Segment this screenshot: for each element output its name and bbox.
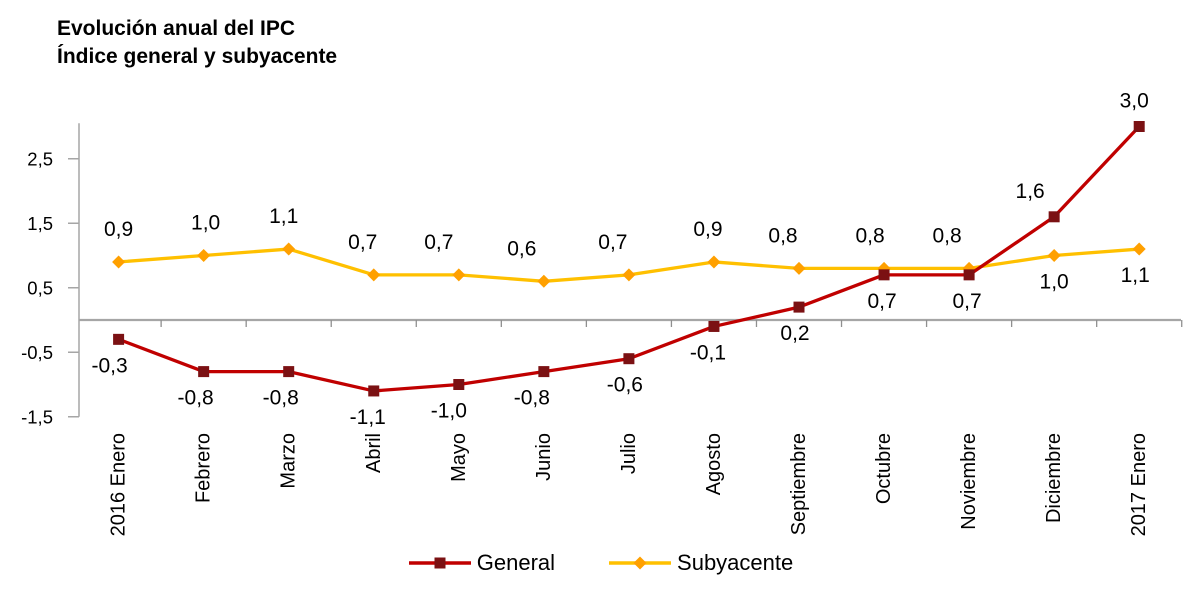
x-axis-label: Abril xyxy=(363,433,385,473)
general-series-icon xyxy=(408,557,471,569)
chart-subtitle: Índice general y subyacente xyxy=(57,45,338,68)
subyacente-data-label: 1,0 xyxy=(1040,271,1069,294)
chart-legend: General Subyacente xyxy=(0,550,1200,576)
subyacente-marker xyxy=(1047,249,1061,262)
subyacente-data-label: 0,9 xyxy=(693,218,722,241)
legend-label-general: General xyxy=(476,550,556,575)
subyacente-marker xyxy=(622,268,636,282)
subyacente-marker xyxy=(112,255,126,269)
general-marker xyxy=(1133,121,1145,132)
general-data-label: -0,8 xyxy=(263,387,299,410)
x-axis-label: Junio xyxy=(533,433,555,481)
general-line xyxy=(118,125,1141,393)
general-data-label: 0,7 xyxy=(867,290,896,313)
general-marker xyxy=(113,333,125,345)
general-marker xyxy=(368,385,380,397)
subyacente-marker xyxy=(537,274,551,288)
general-data-label: -0,8 xyxy=(178,387,214,410)
general-marker xyxy=(198,366,210,378)
subyacente-data-label: 1,0 xyxy=(191,212,220,235)
general-data-label: -0,6 xyxy=(607,374,643,397)
general-marker xyxy=(793,301,805,313)
subyacente-data-label: 1,1 xyxy=(269,205,298,228)
subyacente-marker xyxy=(367,268,381,282)
x-axis-label: Julio xyxy=(618,433,640,474)
chart-title: Evolución anual del IPC xyxy=(57,17,296,40)
subyacente-marker xyxy=(282,242,296,256)
subyacente-data-label: 0,6 xyxy=(507,237,536,260)
general-data-label: -1,0 xyxy=(431,400,467,423)
general-marker xyxy=(538,366,550,378)
x-axis-label: Octubre xyxy=(873,433,895,504)
subyacente-data-label: 0,7 xyxy=(424,231,453,254)
general-data-label: -1,1 xyxy=(350,406,386,429)
general-marker xyxy=(453,379,465,390)
general-marker xyxy=(708,320,720,332)
subyacente-marker xyxy=(707,255,721,269)
subyacente-marker xyxy=(1132,242,1146,256)
y-axis-tick-label: 2,5 xyxy=(27,148,53,169)
subyacente-data-label: 0,9 xyxy=(104,218,133,241)
general-marker xyxy=(1048,211,1060,223)
subyacente-data-label: 0,8 xyxy=(855,224,884,247)
subyacente-data-label: 0,8 xyxy=(768,224,797,247)
subyacente-series-icon xyxy=(609,556,672,570)
y-axis-tick-label: 0,5 xyxy=(27,277,53,298)
subyacente-marker xyxy=(197,249,211,262)
general-data-label: -0,8 xyxy=(514,387,550,410)
legend-item-subyacente: Subyacente xyxy=(607,550,793,576)
general-data-label: 3,0 xyxy=(1120,90,1149,113)
general-data-label: -0,1 xyxy=(690,341,726,364)
subyacente-marker xyxy=(452,268,466,282)
general-data-label: 0,7 xyxy=(952,290,981,313)
y-axis-tick-label: -0,5 xyxy=(21,342,53,363)
y-axis-tick-label: 1,5 xyxy=(27,213,53,234)
legend-item-general: General xyxy=(407,550,555,576)
x-axis-label: Noviembre xyxy=(958,433,980,530)
general-data-label: -0,3 xyxy=(92,354,128,377)
legend-label-subyacente: Subyacente xyxy=(677,550,794,575)
x-axis-label: 2017 Enero xyxy=(1128,433,1150,536)
general-marker xyxy=(878,269,890,281)
x-axis-label: 2016 Enero xyxy=(108,433,130,536)
chart-title-block: Evolución anual del IPC Índice general y… xyxy=(57,15,337,71)
x-axis-label: Diciembre xyxy=(1043,433,1065,523)
x-axis-label: Marzo xyxy=(278,433,300,489)
subyacente-data-label: 0,7 xyxy=(598,231,627,254)
x-axis-label: Mayo xyxy=(448,433,470,482)
subyacente-marker xyxy=(792,261,806,275)
subyacente-data-label: 0,7 xyxy=(348,231,377,254)
subyacente-data-label: 1,1 xyxy=(1121,264,1150,287)
general-data-label: 0,2 xyxy=(780,322,809,345)
x-axis-label: Septiembre xyxy=(788,433,810,535)
general-marker xyxy=(283,366,295,378)
x-axis-label: Febrero xyxy=(193,433,215,503)
general-marker xyxy=(623,353,635,365)
general-data-label: 1,6 xyxy=(1016,180,1045,203)
y-axis-tick-label: -1,5 xyxy=(21,406,53,427)
x-axis-label: Agosto xyxy=(703,433,725,495)
subyacente-data-label: 0,8 xyxy=(932,224,961,247)
general-marker xyxy=(963,269,975,281)
